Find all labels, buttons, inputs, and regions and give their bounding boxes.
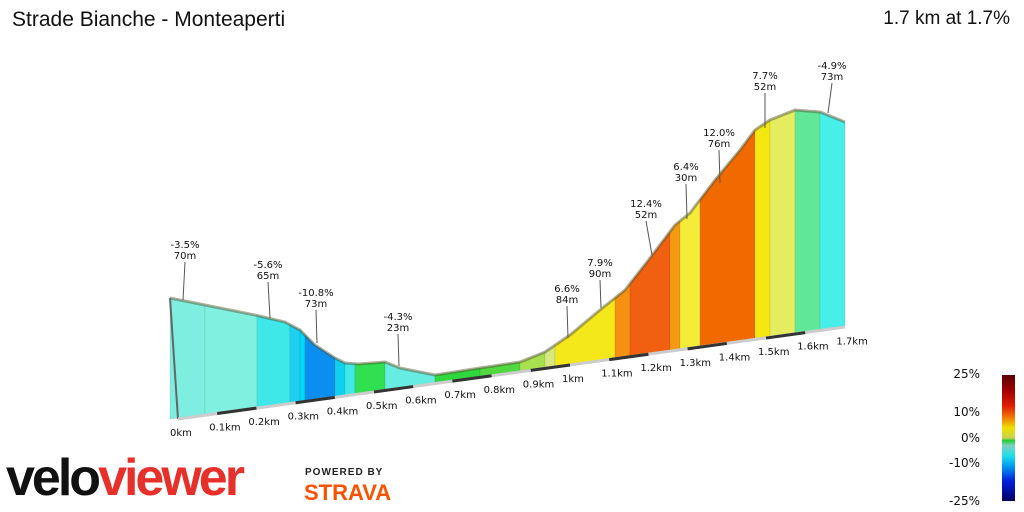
- x-tick-label: 0.3km: [288, 412, 319, 423]
- gradient-segment: [304, 334, 336, 401]
- gradient-segment: [769, 109, 796, 337]
- segment-gradient-label: -5.6%: [253, 260, 282, 271]
- x-tick-label: 0.6km: [405, 396, 436, 407]
- legend-label: 0%: [960, 431, 980, 445]
- axis-band: [608, 352, 649, 362]
- label-leader-line: [566, 305, 569, 339]
- gradient-segment: [299, 329, 306, 402]
- distance-axis: [177, 325, 846, 421]
- label-leader-line: [267, 281, 271, 319]
- legend-label: 25%: [953, 367, 980, 381]
- segment-gradient-label: -3.5%: [170, 240, 199, 251]
- axis-band: [687, 341, 728, 351]
- segment-gradient-label: 12.0%: [703, 128, 735, 139]
- x-tick-label: 1km: [562, 374, 584, 385]
- axis-band: [765, 331, 806, 340]
- segment-length-label: 73m: [305, 299, 327, 310]
- strava-logo[interactable]: STRAVA: [304, 480, 392, 505]
- gradient-legend-bar: [1002, 375, 1015, 501]
- segment-gradient-label: 6.6%: [554, 284, 579, 295]
- segment-length-label: 52m: [754, 82, 776, 93]
- axis-band: [373, 385, 414, 394]
- x-tick-label: 1.6km: [797, 342, 828, 353]
- legend-label: -10%: [948, 456, 980, 470]
- label-leader-line: [827, 82, 833, 114]
- gradient-segment: [629, 230, 671, 357]
- gradient-segment: [256, 315, 291, 408]
- page-title: Strade Bianche - Monteaperti: [12, 8, 286, 31]
- segment-gradient-label: 7.9%: [587, 258, 612, 269]
- gradient-segment: [554, 297, 616, 367]
- x-tick-label: 0.8km: [484, 385, 515, 396]
- segment-length-label: 90m: [589, 269, 611, 280]
- segment-length-label: 65m: [257, 271, 279, 282]
- x-tick-label: 0.9km: [523, 379, 554, 390]
- x-tick-label: 1.4km: [719, 352, 750, 363]
- legend-label: 10%: [953, 405, 980, 419]
- gradient-segment: [699, 129, 756, 347]
- x-tick-label: 0.1km: [209, 423, 240, 434]
- label-leader-line: [685, 183, 688, 220]
- segment-length-label: 84m: [556, 295, 578, 306]
- segment-length-label: 52m: [635, 210, 657, 221]
- gradient-segment: [819, 111, 846, 330]
- gradient-segment: [754, 119, 771, 339]
- segment-gradient-label: -10.8%: [298, 288, 333, 299]
- gradient-segment: [354, 361, 386, 394]
- label-leader-line: [718, 149, 721, 184]
- x-tick-label: 1.1km: [601, 369, 632, 380]
- x-tick-label: 0km: [170, 428, 192, 439]
- segment-length-label: 73m: [821, 72, 843, 83]
- segment-length-label: 70m: [174, 251, 196, 262]
- x-tick-label: 0.5km: [366, 401, 397, 412]
- x-tick-label: 0.4km: [327, 406, 358, 417]
- label-leader-line: [599, 279, 602, 309]
- label-leader-line: [397, 333, 400, 367]
- axis-band: [530, 363, 571, 372]
- axis-band: [216, 406, 257, 415]
- gradient-segment: [204, 304, 258, 415]
- x-tick-label: 1.5km: [758, 347, 789, 358]
- legend-label: -25%: [948, 494, 980, 508]
- gradient-segment: [669, 220, 681, 351]
- label-leader-line: [315, 309, 318, 344]
- gradient-segment: [344, 362, 356, 396]
- gradient-segment: [289, 324, 301, 403]
- x-tick-label: 1.2km: [640, 363, 671, 374]
- segment-length-label: 30m: [675, 173, 697, 184]
- segment-gradient-label: 12.4%: [630, 199, 662, 210]
- x-tick-label: 1.3km: [680, 358, 711, 369]
- gradient-segment: [679, 198, 701, 350]
- gradient-segment: [169, 297, 206, 420]
- veloviewer-logo[interactable]: veloviewer: [6, 449, 245, 507]
- segment-summary: 1.7 km at 1.7%: [883, 8, 1010, 29]
- x-tick-label: 0.7km: [444, 390, 475, 401]
- segment-gradient-label: 7.7%: [752, 71, 777, 82]
- axis-band: [452, 374, 492, 383]
- profile-top-edge: [169, 108, 846, 377]
- segment-gradient-label: -4.9%: [817, 61, 846, 72]
- label-leader-line: [182, 261, 186, 301]
- segment-gradient-label: -4.3%: [383, 312, 412, 323]
- powered-by-label: POWERED BY: [305, 467, 384, 478]
- x-tick-label: 0.2km: [248, 417, 279, 428]
- x-tick-label: 1.7km: [836, 336, 867, 347]
- gradient-segment: [794, 109, 821, 334]
- label-leader-line: [645, 220, 653, 256]
- profile-left-edge: [169, 297, 179, 420]
- segment-gradient-label: 6.4%: [673, 162, 698, 173]
- segment-length-label: 23m: [387, 323, 409, 334]
- axis-band: [295, 395, 336, 405]
- segment-length-label: 76m: [708, 139, 730, 150]
